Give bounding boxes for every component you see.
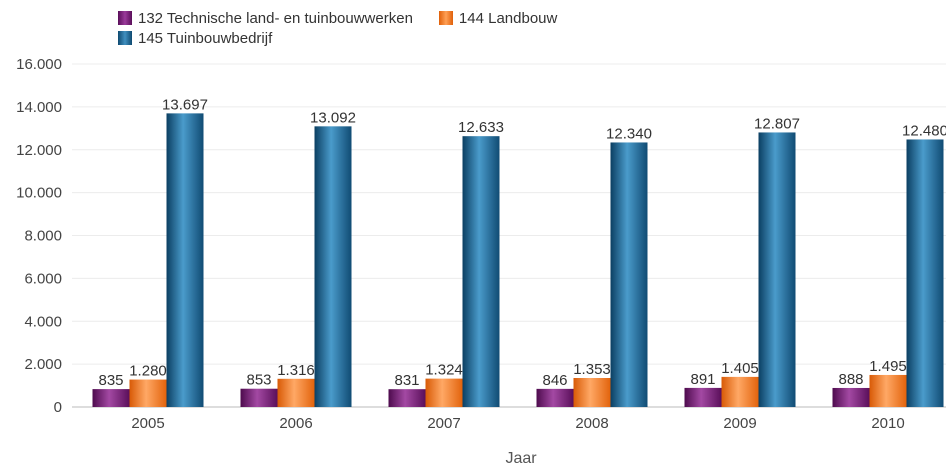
bars: 835 1.280 13.697 853 1.316 13.092 831 1.324 12.6… (92, 96, 946, 408)
data-label: 1.405 (721, 360, 759, 377)
bar-2007-series-1[interactable] (388, 389, 426, 407)
x-tick-label: 2010 (871, 415, 904, 432)
legend-swatch-144 (438, 11, 453, 25)
legend-label-145: 145 Tuinbouwbedrijf (138, 29, 273, 47)
data-label: 891 (690, 371, 715, 388)
bar-2005-series-1[interactable] (92, 389, 130, 407)
y-tick-label: 10.000 (16, 185, 62, 202)
data-label: 12.340 (606, 125, 652, 142)
y-tick-label: 2.000 (24, 356, 62, 373)
legend-label-132: 132 Technische land- en tuinbouwwerken (138, 9, 413, 27)
legend-item-132[interactable]: 132 Technische land- en tuinbouwwerken (118, 10, 413, 27)
bar-2009-series-2[interactable] (721, 376, 759, 407)
bar-2010-series-3[interactable] (906, 139, 944, 407)
legend-row-2: 145 Tuinbouwbedrijf (118, 28, 583, 48)
data-label: 12.480 (902, 122, 946, 139)
legend: 132 Technische land- en tuinbouwwerken 1… (118, 8, 583, 48)
legend-item-144[interactable]: 144 Landbouw (438, 9, 558, 27)
bar-2009-series-3[interactable] (758, 132, 796, 407)
bar-2006-series-2[interactable] (277, 378, 315, 407)
bar-2006-series-1[interactable] (240, 388, 278, 407)
y-tick-label: 8.000 (24, 228, 62, 245)
legend-row-1: 132 Technische land- en tuinbouwwerken 1… (118, 8, 583, 28)
y-tick-label: 0 (54, 399, 62, 416)
legend-swatch-145 (118, 31, 132, 45)
y-tick-label: 14.000 (16, 99, 62, 116)
x-axis: 2005 2006 2007 2008 2009 2010 (131, 415, 904, 432)
bar-2009-series-1[interactable] (684, 387, 722, 407)
data-label: 1.495 (869, 358, 907, 375)
legend-swatch-132 (118, 11, 132, 25)
y-tick-label: 4.000 (24, 313, 62, 330)
data-label: 1.353 (573, 361, 611, 378)
bar-2005-series-3[interactable] (166, 113, 204, 408)
y-tick-label: 6.000 (24, 270, 62, 287)
y-axis: 0 2.000 4.000 6.000 8.000 10.000 12.000 14.000 1… (16, 56, 62, 416)
bar-2007-series-3[interactable] (462, 136, 500, 408)
gridlines (72, 63, 946, 408)
x-tick-label: 2006 (279, 415, 312, 432)
data-label: 12.807 (754, 115, 800, 132)
legend-item-145[interactable]: 145 Tuinbouwbedrijf (118, 30, 272, 47)
data-label: 1.316 (277, 362, 315, 379)
x-tick-label: 2009 (723, 415, 756, 432)
bar-2008-series-2[interactable] (573, 377, 611, 407)
y-tick-label: 12.000 (16, 142, 62, 159)
data-label: 846 (542, 372, 567, 389)
y-tick-label: 16.000 (16, 56, 62, 73)
data-label: 835 (98, 372, 123, 389)
bar-2007-series-2[interactable] (425, 378, 463, 407)
data-label: 1.324 (425, 362, 463, 379)
bar-2005-series-2[interactable] (129, 379, 167, 407)
data-label: 13.092 (310, 109, 356, 126)
data-label: 853 (246, 372, 271, 389)
data-label: 13.697 (162, 96, 208, 113)
data-label: 12.633 (458, 119, 504, 136)
data-label: 831 (394, 372, 419, 389)
x-tick-label: 2007 (427, 415, 460, 432)
bar-2008-series-1[interactable] (536, 388, 574, 407)
legend-label-144: 144 Landbouw (458, 9, 558, 27)
x-axis-title: Jaar (505, 450, 537, 467)
data-label: 888 (838, 371, 863, 388)
bar-2010-series-2[interactable] (869, 374, 907, 407)
x-tick-label: 2005 (131, 415, 164, 432)
bar-2006-series-3[interactable] (314, 126, 352, 408)
data-label: 1.280 (129, 363, 167, 380)
bar-2010-series-1[interactable] (832, 387, 870, 407)
x-tick-label: 2008 (575, 415, 608, 432)
bar-2008-series-3[interactable] (610, 142, 648, 407)
